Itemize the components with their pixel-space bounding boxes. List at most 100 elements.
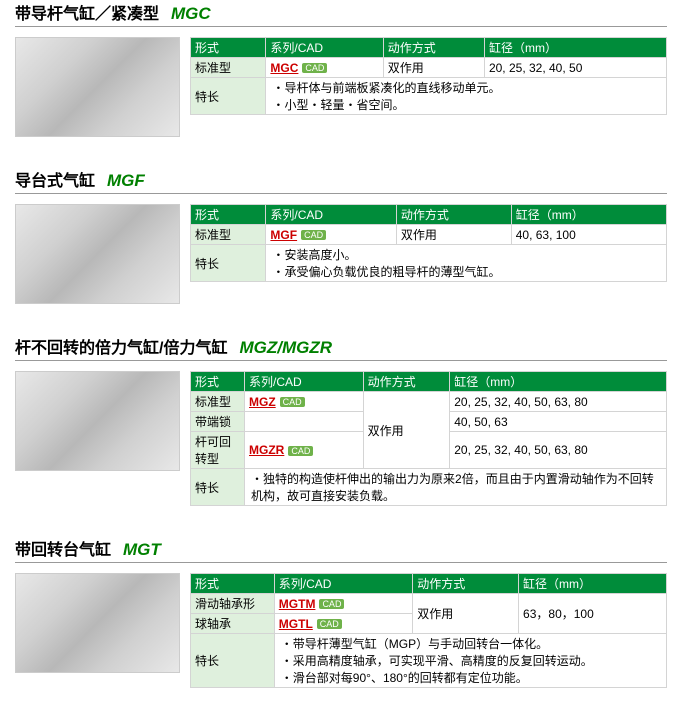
cell-type: 标准型	[191, 225, 266, 245]
cad-badge[interactable]: CAD	[301, 230, 326, 240]
cell-series: MGTL CAD	[274, 614, 413, 634]
section-title-code: MGC	[171, 4, 211, 24]
feature-item: 导杆体与前端板紧凑化的直线移动单元。	[272, 79, 662, 96]
section-title-zh: 带回转台气缸	[15, 536, 111, 560]
feature-item: 承受偏心负载优良的粗导杆的薄型气缸。	[272, 263, 662, 280]
cad-badge[interactable]: CAD	[288, 446, 313, 456]
section-title-zh: 带导杆气缸／紧凑型	[15, 0, 159, 24]
col-header: 形式	[191, 372, 245, 392]
feature-item: 安装高度小。	[272, 246, 662, 263]
spec-table-wrap: 形式系列/CAD动作方式缸径（mm） 标准型 MGZ CAD 双作用20, 25, 32…	[190, 371, 667, 506]
section-content: 形式系列/CAD动作方式缸径（mm） 标准型 MGZ CAD 双作用20, 25, 32…	[15, 371, 667, 506]
cell-series: MGTMCAD	[274, 594, 413, 614]
cell-bore: 20, 25, 32, 40, 50, 63, 80	[450, 392, 667, 412]
cell-feature-label: 特长	[191, 469, 245, 506]
spec-table: 形式系列/CAD动作方式缸径（mm）标准型MGCCAD双作用20, 25, 32…	[190, 37, 667, 115]
spec-table: 形式系列/CAD动作方式缸径（mm） 标准型 MGZ CAD 双作用20, 25, 32…	[190, 371, 667, 506]
cell-features: 带导杆薄型气缸（MGP）与手动回转台一体化。采用高精度轴承，可实现平滑、高精度的…	[274, 634, 666, 688]
col-header: 动作方式	[363, 372, 450, 392]
product-section: 导台式气缸MGF形式系列/CAD动作方式缸径（mm）标准型MGFCAD双作用40…	[0, 167, 682, 304]
table-row-features: 特长独特的构造使杆伸出的输出力为原来2倍，而且由于内置滑动轴作为不回转机构，故可…	[191, 469, 667, 506]
series-link[interactable]: MGF	[270, 228, 297, 242]
feature-item: 带导杆薄型气缸（MGP）与手动回转台一体化。	[281, 635, 662, 652]
product-section: 带导杆气缸／紧凑型MGC形式系列/CAD动作方式缸径（mm）标准型MGCCAD双…	[0, 0, 682, 137]
table-row: 标准型MGFCAD双作用40, 63, 100	[191, 225, 667, 245]
table-row-features: 特长导杆体与前端板紧凑化的直线移动单元。小型・轻量・省空间。	[191, 78, 667, 115]
cad-badge[interactable]: CAD	[302, 63, 327, 73]
cell-feature-label: 特长	[191, 634, 275, 688]
col-header: 系列/CAD	[245, 372, 364, 392]
spec-table: 形式系列/CAD动作方式缸径（mm）标准型MGFCAD双作用40, 63, 10…	[190, 204, 667, 282]
cell-features: 安装高度小。承受偏心负载优良的粗导杆的薄型气缸。	[266, 245, 667, 282]
cell-series: MGZR CAD	[245, 432, 364, 469]
cad-badge[interactable]: CAD	[317, 619, 342, 629]
section-title: 带回转台气缸 MGT	[15, 536, 667, 563]
cell-bore: 20, 25, 32, 40, 50, 63, 80	[450, 432, 667, 469]
col-header: 缸径（mm）	[484, 38, 666, 58]
product-image	[15, 371, 180, 471]
section-content: 形式系列/CAD动作方式缸径（mm）标准型MGCCAD双作用20, 25, 32…	[15, 37, 667, 137]
col-header: 动作方式	[413, 574, 519, 594]
cell-operation: 双作用	[383, 58, 484, 78]
col-header: 系列/CAD	[274, 574, 413, 594]
cad-badge[interactable]: CAD	[280, 397, 305, 407]
section-content: 形式系列/CAD动作方式缸径（mm）标准型MGFCAD双作用40, 63, 10…	[15, 204, 667, 304]
cell-type: 带端锁	[191, 412, 245, 432]
col-header: 动作方式	[383, 38, 484, 58]
col-header: 形式	[191, 574, 275, 594]
series-link[interactable]: MGZ	[249, 395, 276, 409]
table-row-features: 特长带导杆薄型气缸（MGP）与手动回转台一体化。采用高精度轴承，可实现平滑、高精…	[191, 634, 667, 688]
cell-type: 杆可回转型	[191, 432, 245, 469]
cell-features: 独特的构造使杆伸出的输出力为原来2倍，而且由于内置滑动轴作为不回转机构，故可直接…	[245, 469, 667, 506]
table-row: 标准型MGZCAD双作用20, 25, 32, 40, 50, 63, 80	[191, 392, 667, 412]
product-image	[15, 204, 180, 304]
cad-badge[interactable]: CAD	[319, 599, 344, 609]
col-header: 形式	[191, 205, 266, 225]
section-title-code: MGF	[107, 171, 145, 191]
col-header: 缸径（mm）	[511, 205, 666, 225]
cell-features: 导杆体与前端板紧凑化的直线移动单元。小型・轻量・省空间。	[266, 78, 667, 115]
section-title: 导台式气缸 MGF	[15, 167, 667, 194]
cell-bore: 63，80，100	[519, 594, 667, 634]
cell-type: 球轴承	[191, 614, 275, 634]
cell-bore: 40, 63, 100	[511, 225, 666, 245]
section-title-zh: 杆不回转的倍力气缸/倍力气缸	[15, 334, 227, 358]
feature-item: 滑台部对每90°、180°的回转都有定位功能。	[281, 669, 662, 686]
spec-table-wrap: 形式系列/CAD动作方式缸径（mm）标准型MGFCAD双作用40, 63, 10…	[190, 204, 667, 282]
section-title-zh: 导台式气缸	[15, 167, 95, 191]
cell-feature-label: 特长	[191, 245, 266, 282]
cell-feature-label: 特长	[191, 78, 266, 115]
col-header: 缸径（mm）	[450, 372, 667, 392]
cell-series	[245, 412, 364, 432]
series-link[interactable]: MGTL	[279, 617, 313, 631]
product-image	[15, 573, 180, 673]
cell-type: 滑动轴承形	[191, 594, 275, 614]
cell-operation: 双作用	[413, 594, 519, 634]
col-header: 缸径（mm）	[519, 574, 667, 594]
cell-series: MGZ CAD	[245, 392, 364, 412]
cell-type: 标准型	[191, 392, 245, 412]
feature-item: 小型・轻量・省空间。	[272, 96, 662, 113]
col-header: 系列/CAD	[266, 205, 396, 225]
product-image	[15, 37, 180, 137]
table-row: 滑动轴承形MGTMCAD双作用63，80，100	[191, 594, 667, 614]
table-row: 标准型MGCCAD双作用20, 25, 32, 40, 50	[191, 58, 667, 78]
cell-bore: 40, 50, 63	[450, 412, 667, 432]
col-header: 动作方式	[396, 205, 511, 225]
table-row-features: 特长安装高度小。承受偏心负载优良的粗导杆的薄型气缸。	[191, 245, 667, 282]
series-link[interactable]: MGTM	[279, 597, 316, 611]
spec-table-wrap: 形式系列/CAD动作方式缸径（mm）滑动轴承形MGTMCAD双作用63，80，1…	[190, 573, 667, 688]
series-link[interactable]: MGZR	[249, 443, 284, 457]
series-link[interactable]: MGC	[270, 61, 298, 75]
section-content: 形式系列/CAD动作方式缸径（mm）滑动轴承形MGTMCAD双作用63，80，1…	[15, 573, 667, 688]
product-section: 带回转台气缸MGT形式系列/CAD动作方式缸径（mm）滑动轴承形MGTMCAD双…	[0, 536, 682, 688]
spec-table-wrap: 形式系列/CAD动作方式缸径（mm）标准型MGCCAD双作用20, 25, 32…	[190, 37, 667, 115]
cell-series: MGF CAD	[266, 225, 396, 245]
section-title: 带导杆气缸／紧凑型 MGC	[15, 0, 667, 27]
cell-series: MGC CAD	[266, 58, 383, 78]
cell-operation: 双作用	[363, 392, 450, 469]
section-title-code: MGT	[123, 540, 161, 560]
product-section: 杆不回转的倍力气缸/倍力气缸MGZ/MGZR形式系列/CAD动作方式缸径（mm）…	[0, 334, 682, 506]
spec-table: 形式系列/CAD动作方式缸径（mm）滑动轴承形MGTMCAD双作用63，80，1…	[190, 573, 667, 688]
col-header: 形式	[191, 38, 266, 58]
